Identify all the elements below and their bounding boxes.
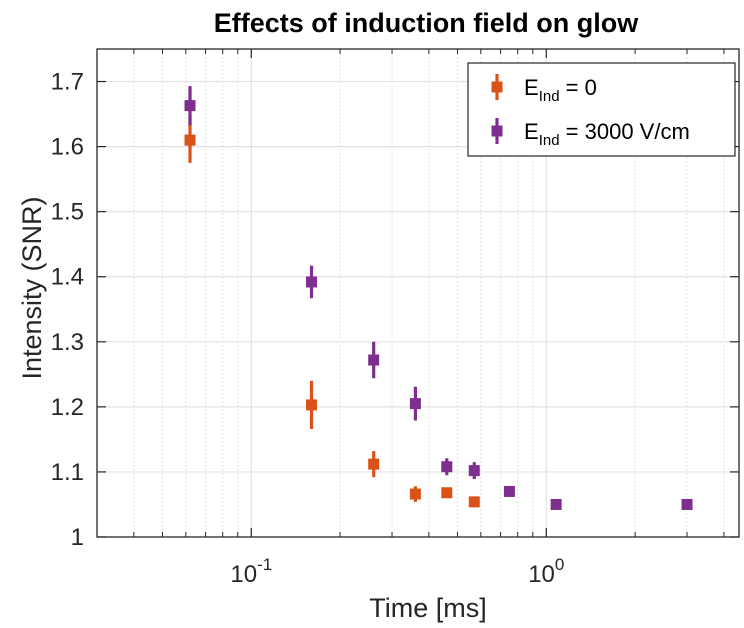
legend-box	[467, 62, 736, 157]
marker-square	[184, 134, 196, 146]
data-point	[681, 498, 693, 510]
y-tick-label: 1.2	[51, 394, 84, 421]
y-tick-label: 1.7	[51, 69, 84, 96]
x-tick-base: 10	[528, 561, 555, 588]
marker-square	[409, 398, 421, 410]
data-point	[184, 86, 196, 126]
legend-entry-e-ind-0: EInd = 0	[491, 74, 597, 105]
y-tick-label: 1.6	[51, 134, 84, 161]
marker-square	[305, 399, 317, 411]
marker-square	[368, 354, 380, 366]
marker-square	[681, 498, 693, 510]
data-point	[503, 485, 515, 497]
x-tick-base: 10	[230, 561, 257, 588]
y-tick-label: 1	[71, 524, 84, 551]
x-tick-exponent: 0	[555, 555, 564, 574]
series-1	[184, 86, 693, 510]
data-point	[409, 386, 421, 421]
axes	[96, 48, 740, 538]
data-point	[468, 496, 480, 508]
data-marks	[184, 86, 693, 510]
legend-label-rest: = 0	[560, 75, 597, 100]
x-axis-label: Time [ms]	[369, 593, 487, 623]
data-point	[441, 458, 453, 476]
legend: EInd = 0 EInd = 3000 V/cm	[467, 62, 736, 157]
marker-square	[441, 487, 453, 499]
legend-label-e-ind-0: EInd = 0	[524, 75, 597, 105]
legend-entry-e-ind-3000: EInd = 3000 V/cm	[491, 118, 690, 149]
marker-square	[368, 458, 380, 470]
marker-square	[503, 485, 515, 497]
data-point	[305, 265, 317, 299]
y-tick-label: 1.4	[51, 264, 84, 291]
legend-label-e-ind-3000: EInd = 3000 V/cm	[524, 119, 690, 149]
data-point	[368, 341, 380, 379]
data-point	[409, 486, 421, 502]
legend-label-sub: Ind	[539, 88, 560, 105]
legend-marker	[491, 118, 503, 144]
marker-square	[468, 465, 480, 477]
y-tick-label: 1.5	[51, 199, 84, 226]
marker-square	[184, 100, 196, 112]
legend-label-main: E	[524, 75, 539, 100]
x-tick-label: 10-1	[230, 555, 272, 588]
chart-title: Effects of induction field on glow	[214, 8, 639, 38]
y-tick-label: 1.1	[51, 459, 84, 486]
marker-square	[305, 276, 317, 288]
marker-square	[468, 496, 480, 508]
legend-marker	[491, 74, 503, 100]
legend-label-rest: = 3000 V/cm	[560, 119, 690, 144]
marker-square	[441, 461, 453, 473]
legend-label-main: E	[524, 119, 539, 144]
data-point	[550, 498, 562, 510]
x-tick-label: 100	[528, 555, 564, 588]
y-tick-label: 1.3	[51, 329, 84, 356]
marker-square	[491, 81, 503, 93]
marker-square	[550, 498, 562, 510]
marker-square	[491, 125, 503, 137]
x-tick-exponent: -1	[257, 555, 272, 574]
y-axis-label: Intensity (SNR)	[17, 196, 47, 379]
data-point	[305, 380, 317, 429]
data-point	[441, 487, 453, 499]
data-point	[368, 451, 380, 478]
legend-label-sub: Ind	[539, 132, 560, 149]
marker-square	[409, 488, 421, 500]
plot-frame	[96, 48, 740, 538]
data-point	[468, 462, 480, 480]
